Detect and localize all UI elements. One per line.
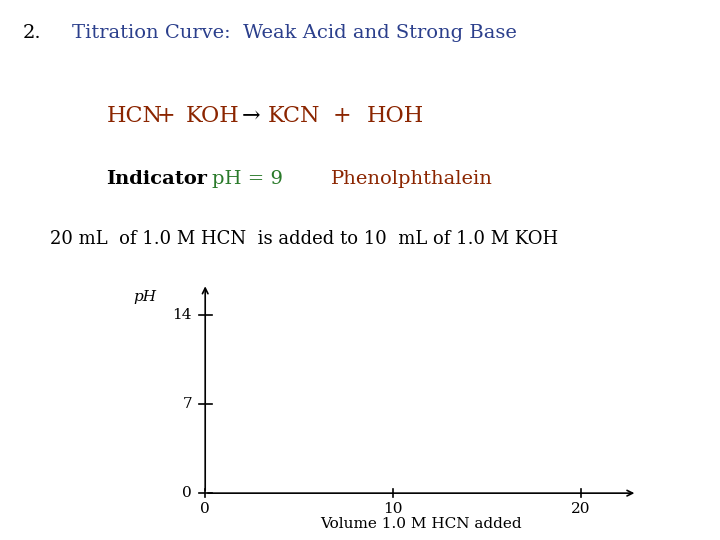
Text: KCN: KCN [268, 105, 320, 127]
Text: 20: 20 [571, 502, 590, 516]
Text: +: + [333, 105, 351, 127]
Text: →: → [242, 105, 261, 127]
Text: 7: 7 [182, 397, 192, 411]
Text: 0: 0 [200, 502, 210, 516]
Text: 14: 14 [173, 308, 192, 322]
Text: 10: 10 [383, 502, 402, 516]
Text: 20 mL  of 1.0 M HCN  is added to 10  mL of 1.0 M KOH: 20 mL of 1.0 M HCN is added to 10 mL of … [50, 230, 559, 247]
Text: KOH: KOH [186, 105, 240, 127]
Text: HOH: HOH [367, 105, 425, 127]
Text: pH: pH [134, 290, 156, 304]
Text: 2.: 2. [23, 24, 42, 42]
Text: HCN: HCN [107, 105, 163, 127]
Text: Volume 1.0 M HCN added: Volume 1.0 M HCN added [320, 517, 522, 531]
Text: Phenolphthalein: Phenolphthalein [331, 170, 493, 188]
Text: +: + [157, 105, 176, 127]
Text: Titration Curve:  Weak Acid and Strong Base: Titration Curve: Weak Acid and Strong Ba… [72, 24, 517, 42]
Text: pH = 9: pH = 9 [212, 170, 284, 188]
Text: 0: 0 [182, 486, 192, 500]
Text: Indicator: Indicator [107, 170, 207, 188]
